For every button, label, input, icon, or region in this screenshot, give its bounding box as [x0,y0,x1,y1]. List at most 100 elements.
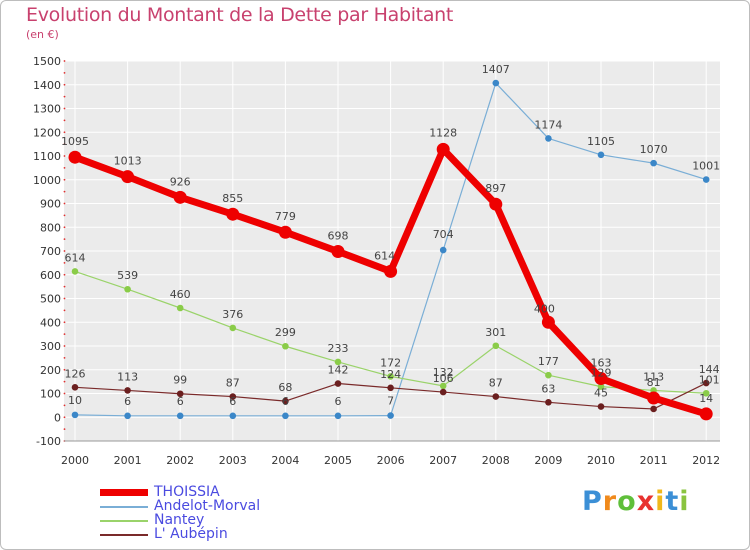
y-tick-label: -100 [36,435,61,448]
data-label: 144 [699,363,720,376]
data-label: 897 [485,182,506,195]
data-point [71,384,79,391]
logo-letter: i [679,486,690,517]
data-point [699,407,713,421]
data-label: 299 [275,326,296,339]
y-minor-tick [63,202,66,205]
data-point [176,390,184,398]
y-minor-tick [63,214,66,217]
y-tick-label: 700 [40,245,61,258]
legend-item: L' Aubépin [98,526,398,542]
y-minor-tick [63,178,66,181]
data-point [229,393,237,400]
logo-letter: i [655,486,666,517]
y-minor-tick [63,333,66,336]
data-label: 177 [538,355,559,368]
data-point [545,398,552,406]
y-minor-tick [63,273,66,276]
data-point [597,383,605,390]
legend-swatch [100,506,148,508]
x-tick-label: 2007 [429,454,457,467]
data-point [384,264,398,278]
y-minor-tick [63,107,66,110]
x-tick-label: 2009 [534,454,562,467]
data-label: 87 [226,377,240,390]
data-point [121,170,135,184]
data-label: 113 [643,370,664,383]
y-minor-tick [63,155,66,157]
y-minor-tick [63,60,66,62]
x-tick-label: 2005 [324,454,352,467]
x-tick-label: 2002 [166,454,194,467]
chart-legend: THOISSIA Andelot-Morval Nantey L' Aubépin [98,484,398,542]
data-label: 126 [65,367,86,380]
y-minor-tick [63,166,66,169]
data-point [331,244,345,258]
y-tick-label: 200 [40,364,61,377]
x-tick-label: 2010 [587,454,615,467]
y-minor-tick [63,309,66,312]
y-minor-tick [63,345,66,347]
data-label: 698 [328,229,349,242]
y-tick-label: 1100 [33,150,61,163]
y-tick-label: 1500 [33,55,61,68]
data-label: 6 [229,395,236,408]
y-minor-tick [63,368,66,371]
data-point [489,197,503,211]
data-point [597,403,605,410]
data-point [387,384,394,392]
data-label: 1128 [429,126,457,139]
data-label: 45 [594,387,608,400]
logo-letter: x [636,486,656,517]
legend-item: THOISSIA [98,484,398,500]
y-tick-label: 600 [40,269,61,282]
chart-subtitle: (en €) [26,28,59,41]
y-minor-tick [63,297,66,300]
y-minor-tick [63,428,66,431]
data-point [71,411,79,419]
data-label: 779 [275,210,296,223]
data-point [334,412,342,420]
data-point [282,412,289,420]
y-tick-label: 1000 [33,174,61,187]
y-minor-tick [63,95,66,98]
y-tick-label: 1300 [33,103,61,116]
data-label: 1095 [61,135,89,148]
y-tick-label: 1200 [33,126,61,139]
data-point [68,150,82,164]
data-point [541,315,555,329]
logo-letter: r [602,486,618,517]
y-minor-tick [63,285,66,288]
data-point [650,159,657,167]
data-label: 101 [699,373,720,386]
data-label: 129 [591,367,612,380]
y-minor-tick [63,261,66,264]
data-label: 376 [222,308,243,321]
data-point [282,342,289,350]
x-tick-label: 2000 [61,454,89,467]
data-label: 855 [222,192,243,205]
y-minor-tick [63,131,66,134]
x-tick-label: 2004 [271,454,299,467]
y-minor-tick [63,238,66,241]
data-label: 63 [541,382,555,395]
data-label: 10 [68,394,82,407]
data-label: 1407 [482,63,510,76]
data-point [594,372,608,386]
y-minor-tick [63,83,66,86]
y-minor-tick [63,404,66,407]
data-point [124,285,131,293]
data-label: 1105 [587,135,615,148]
y-minor-tick [63,250,66,252]
y-minor-tick [63,119,66,122]
data-point [226,207,240,221]
data-label: 539 [117,269,138,282]
y-minor-tick [63,356,66,359]
data-label: 6 [124,395,131,408]
data-point [597,151,605,159]
y-tick-label: 800 [40,221,61,234]
data-label: 1070 [640,143,668,156]
data-point [545,371,552,379]
y-tick-label: 1400 [33,79,61,92]
